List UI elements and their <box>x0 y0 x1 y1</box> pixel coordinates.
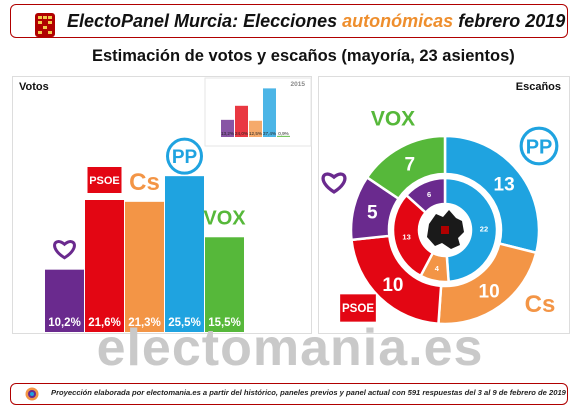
seats-outer-label-podemos: 5 <box>367 203 378 224</box>
header-bar: ElectoPanel Murcia: Elecciones autonómic… <box>10 4 568 38</box>
cs-logo: Cs <box>525 291 556 318</box>
seats-label: Escaños <box>515 81 561 93</box>
pp-logo: PP <box>166 137 203 175</box>
seats-outer-label-pp: 13 <box>494 175 515 196</box>
psoe-logo-text: PSOE <box>342 303 374 315</box>
watermark-text: electomania.es <box>96 319 484 377</box>
chart-subtitle: Estimación de votos y escaños (mayoría, … <box>92 47 515 65</box>
psoe-logo: PSOE <box>87 167 122 193</box>
murcia-map-icon <box>427 210 464 249</box>
inset-label-psoe: 24,0% <box>235 131 248 136</box>
vox-logo-text: VOX <box>371 107 415 130</box>
seats-inner-label-cs: 4 <box>435 264 440 273</box>
inset-label-pp: 37,4% <box>263 131 276 136</box>
votes-label: Votos <box>19 81 49 93</box>
seats-outer-label-cs: 10 <box>479 282 500 303</box>
vote-label-vox: 15,5% <box>208 317 241 329</box>
seats-inner-slice-podemos <box>404 176 447 215</box>
seats-outer-slice-pp <box>443 134 541 255</box>
podemos-heart-icon <box>321 172 347 194</box>
podemos-heart-icon <box>53 240 76 260</box>
seats-outer-label-vox: 7 <box>405 155 416 176</box>
region-emblem-icon <box>35 13 55 37</box>
inset-bar-podemos <box>221 119 234 137</box>
pp-logo: PP <box>519 126 559 166</box>
footer-bar: Proyección elaborada por electomania.es … <box>10 383 568 405</box>
psoe-logo: PSOE <box>340 294 376 322</box>
inset-2015-title: 2015 <box>291 81 306 88</box>
seats-inner-slice-pp <box>443 176 499 284</box>
seats-donut-chart: 13 10 10 5 7 22 4 13 6 PP Cs PSOE VOX <box>321 107 559 326</box>
page-title: ElectoPanel Murcia: Elecciones autonómic… <box>67 11 566 31</box>
seats-inner-label-psoe: 13 <box>402 232 410 241</box>
vote-label-podemos: 10,2% <box>48 317 81 329</box>
psoe-logo-text: PSOE <box>89 175 120 187</box>
pp-logo-text: PP <box>172 147 198 168</box>
inset-label-cs: 12,5% <box>249 131 262 136</box>
vote-label-cs: 21,3% <box>128 317 161 329</box>
footer-note: Proyección elaborada por electomania.es … <box>51 388 566 397</box>
inset-bar-vox <box>277 135 290 137</box>
vox-logo: VOX <box>203 207 246 229</box>
vote-bar-pp <box>165 176 204 332</box>
inset-bar-psoe <box>235 105 248 137</box>
vox-logo: VOX <box>371 107 415 130</box>
vote-bar-vox <box>205 237 244 332</box>
elections-date: febrero 2019 <box>458 11 566 31</box>
vote-bar-podemos <box>45 269 84 332</box>
cs-logo: Cs <box>129 169 160 196</box>
elections-type: autonómicas <box>342 11 454 31</box>
seats-outer-label-psoe: 10 <box>382 275 403 296</box>
vote-bar-psoe <box>85 200 124 332</box>
inset-bar-pp <box>263 88 276 137</box>
seats-inner-label-pp: 22 <box>480 224 488 233</box>
seats-outer-slice-vox <box>365 134 447 201</box>
vox-logo-text: VOX <box>203 207 246 229</box>
inset-label-vox: 0,9% <box>278 131 288 136</box>
cs-logo-text: Cs <box>525 291 556 318</box>
electomania-logo-icon <box>25 387 39 401</box>
inset-bar-cs <box>249 120 262 137</box>
vote-label-pp: 25,5% <box>168 317 201 329</box>
votes-bar-chart: 10,2% 21,6% PSOE 21,3% Cs 25,5% PP 15,5% VOX 2015… <box>45 77 312 332</box>
elections-label: Elecciones <box>243 11 338 31</box>
vote-label-psoe: 21,6% <box>88 317 121 329</box>
seats-inner-label-podemos: 6 <box>427 190 431 199</box>
inset-label-podemos: 13,2% <box>221 131 234 136</box>
brand-name: ElectoPanel Murcia <box>67 11 233 31</box>
cs-logo-text: Cs <box>129 169 160 196</box>
vote-bar-cs <box>125 201 164 332</box>
pp-logo-text: PP <box>526 136 553 158</box>
